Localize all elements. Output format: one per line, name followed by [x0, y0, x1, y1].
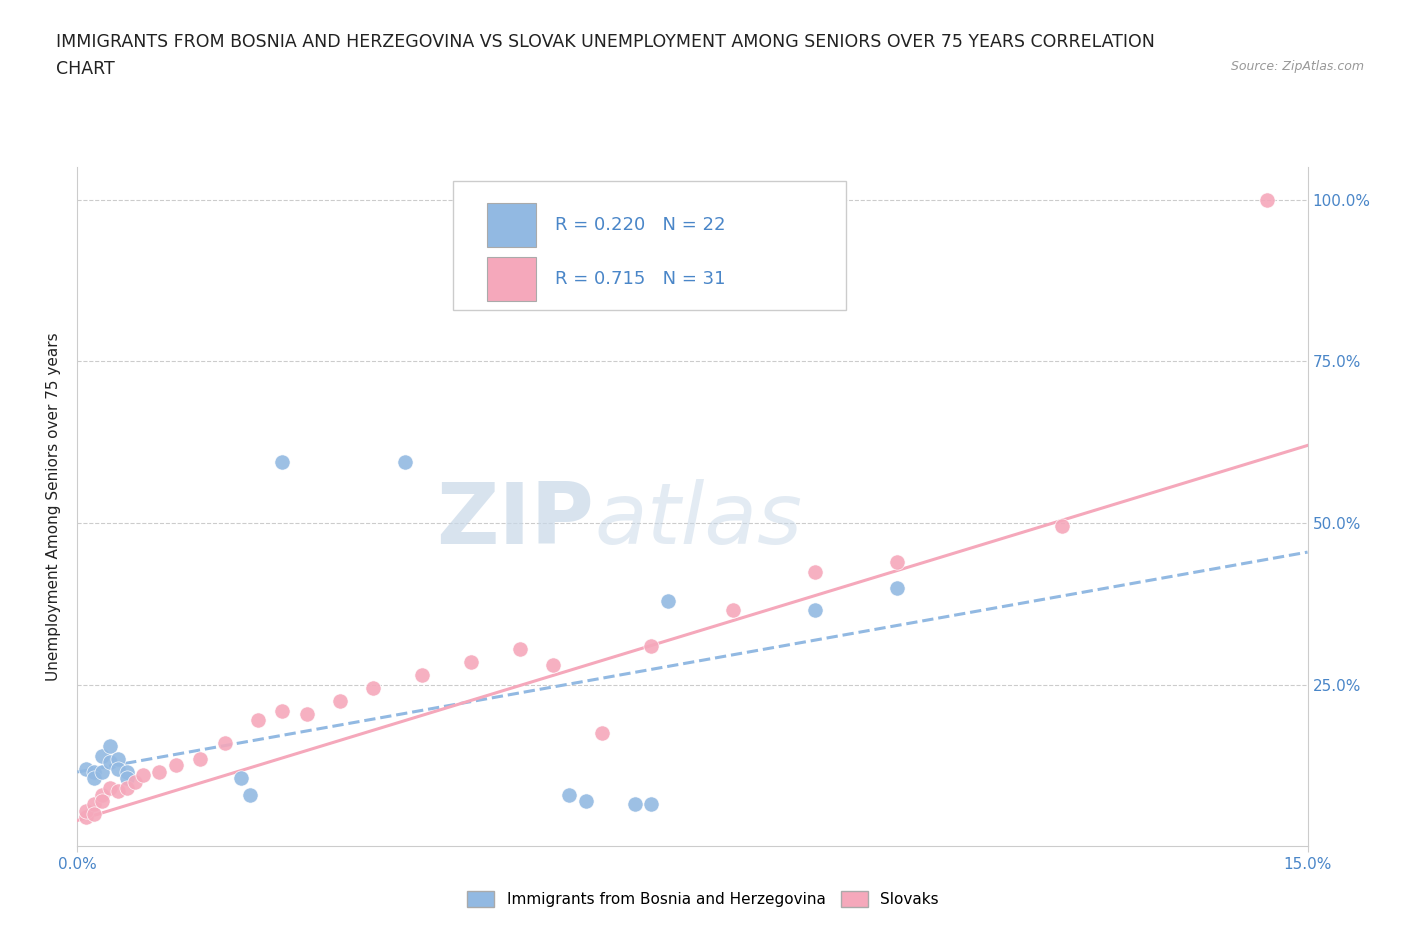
Point [723, 603, 745, 618]
Point [90, 749, 114, 764]
Point [295, 706, 318, 721]
Point [107, 784, 129, 799]
Point [640, 638, 662, 653]
Point [214, 736, 236, 751]
Point [98, 755, 121, 770]
Point [657, 593, 679, 608]
Point [575, 793, 598, 808]
Text: CHART: CHART [56, 60, 115, 78]
Point [98, 738, 121, 753]
Point [90, 793, 114, 808]
Text: Source: ZipAtlas.com: Source: ZipAtlas.com [1230, 60, 1364, 73]
Point [329, 694, 352, 709]
Point [90, 764, 114, 779]
Point [115, 780, 138, 795]
Point [124, 774, 146, 789]
Point [231, 771, 253, 786]
Point [115, 764, 138, 779]
Point [246, 712, 269, 727]
Text: R = 0.220   N = 22: R = 0.220 N = 22 [555, 216, 725, 234]
Point [411, 668, 433, 683]
Y-axis label: Unemployment Among Seniors over 75 years: Unemployment Among Seniors over 75 years [46, 333, 62, 681]
Point [591, 725, 613, 740]
Text: atlas: atlas [595, 479, 801, 562]
Point [1050, 519, 1073, 534]
Point [75, 810, 97, 825]
Point [271, 454, 294, 469]
Point [558, 787, 581, 802]
Point [83, 764, 105, 779]
Point [148, 764, 170, 779]
Point [394, 454, 416, 469]
Text: IMMIGRANTS FROM BOSNIA AND HERZEGOVINA VS SLOVAK UNEMPLOYMENT AMONG SENIORS OVER: IMMIGRANTS FROM BOSNIA AND HERZEGOVINA V… [56, 33, 1156, 50]
Text: ZIP: ZIP [436, 479, 595, 562]
Point [83, 797, 105, 812]
Point [107, 762, 129, 777]
Point [640, 797, 662, 812]
Text: R = 0.715   N = 31: R = 0.715 N = 31 [555, 271, 725, 288]
Point [75, 762, 97, 777]
Point [132, 768, 155, 783]
Point [188, 751, 212, 766]
Point [83, 806, 105, 821]
Point [804, 603, 827, 618]
Point [886, 580, 908, 595]
Point [509, 642, 531, 657]
Point [75, 804, 97, 818]
Point [886, 554, 908, 569]
Point [460, 655, 482, 670]
Point [1256, 193, 1278, 207]
Point [165, 758, 187, 773]
Point [361, 681, 384, 696]
Point [90, 787, 114, 802]
Point [239, 787, 262, 802]
Point [107, 751, 129, 766]
FancyBboxPatch shape [486, 203, 536, 247]
FancyBboxPatch shape [486, 258, 536, 301]
Point [271, 703, 294, 718]
Legend: Immigrants from Bosnia and Herzegovina, Slovaks: Immigrants from Bosnia and Herzegovina, … [461, 884, 945, 913]
Point [541, 658, 564, 672]
Point [804, 565, 827, 579]
Point [83, 771, 105, 786]
Point [98, 780, 121, 795]
Point [624, 797, 647, 812]
Point [115, 771, 138, 786]
FancyBboxPatch shape [453, 181, 846, 310]
